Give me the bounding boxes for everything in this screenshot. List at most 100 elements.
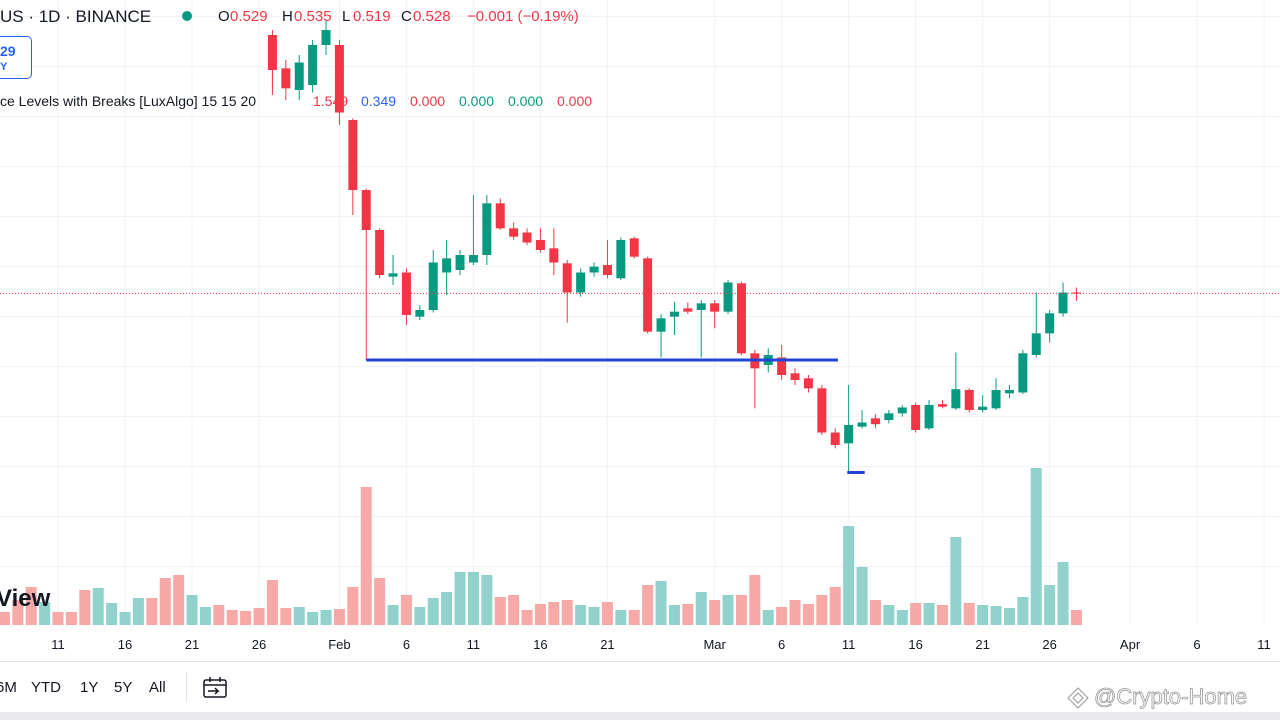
candle-body [1031, 333, 1041, 355]
candle-body [723, 282, 733, 312]
volume-bar [963, 603, 975, 625]
volume-bar [856, 567, 868, 625]
candle-body [643, 258, 653, 332]
c-value: 0.528 [413, 8, 451, 25]
volume-bar [387, 605, 399, 625]
volume-bar [347, 587, 359, 625]
x-tick-label: 16 [533, 637, 547, 652]
candle-body [401, 272, 411, 315]
volume-bar [467, 572, 479, 625]
date-range-icon[interactable] [201, 675, 229, 701]
volume-bar [65, 612, 77, 625]
indicator-value: 0.000 [557, 93, 593, 109]
candle-body [803, 378, 813, 389]
indicator-value: 0.000 [459, 93, 495, 109]
volume-bar [307, 612, 319, 625]
volume-bar [548, 602, 560, 625]
candle-body [710, 303, 720, 312]
candle-body [629, 238, 639, 257]
candle-body [696, 303, 706, 310]
candle-body [1004, 390, 1014, 394]
candle-body [1018, 353, 1028, 393]
candle-body [1071, 292, 1081, 294]
volume-bar [1057, 562, 1069, 625]
volume-bar [441, 592, 453, 625]
range-button[interactable]: All [149, 679, 166, 696]
o-value: 0.529 [230, 8, 268, 25]
symbol: US · 1D · BINANCE [0, 7, 152, 26]
candle-body [897, 407, 907, 414]
indicator-value: 1.549 [313, 93, 349, 109]
toolbar-separator [186, 672, 187, 702]
logo: View [0, 585, 51, 612]
volume-bar [400, 595, 412, 625]
candle-body [589, 266, 599, 273]
h-value: 0.535 [294, 8, 332, 25]
candle-body [790, 373, 800, 380]
volume-bar [521, 610, 533, 625]
volume-bar [762, 610, 774, 625]
volume-bar [106, 603, 118, 625]
volume-bar [749, 575, 761, 625]
candle-body [321, 30, 331, 45]
volume-bar [320, 610, 332, 625]
badge[interactable]: 29 Y [0, 36, 32, 79]
volume-bar [789, 600, 801, 625]
volume-bar [642, 585, 654, 625]
x-tick-label: 11 [842, 637, 856, 652]
volume-bar [843, 526, 855, 625]
candle-body [884, 413, 894, 420]
candle-body [924, 405, 934, 429]
volume-bar [735, 595, 747, 625]
candle-body [870, 418, 880, 425]
x-tick-label: 16 [908, 637, 922, 652]
volume-bar [494, 597, 506, 625]
candle-body [616, 240, 626, 279]
candle-body [951, 389, 961, 409]
volume-bar [1044, 585, 1056, 625]
range-button[interactable]: 5Y [114, 679, 133, 696]
volume-bar [655, 581, 667, 625]
indicator-name: ce Levels with Breaks [LuxAlgo] 15 15 20 [0, 93, 257, 109]
candle-body [857, 422, 867, 427]
candle-body [375, 230, 385, 275]
range-button[interactable]: YTD [31, 679, 61, 696]
volume-bar [682, 604, 694, 625]
candle-body [388, 273, 398, 277]
candle-body [535, 240, 545, 250]
volume-bar [668, 605, 680, 625]
volume-bar [360, 487, 372, 625]
watermark-icon [1067, 687, 1089, 709]
range-button[interactable]: 1Y [80, 679, 99, 696]
volume-bar [240, 611, 252, 625]
candle-body [602, 265, 612, 275]
volume-bar [1070, 610, 1082, 625]
candle-body [294, 62, 304, 90]
candle-body [777, 357, 787, 375]
x-tick-label: 11 [1257, 637, 1271, 652]
candle-body [455, 255, 465, 270]
candle-body [361, 190, 371, 230]
candle-body [334, 45, 344, 113]
candle-body [817, 388, 827, 433]
volume-bar [119, 612, 131, 625]
volume-bar [159, 578, 171, 625]
volume-bar [709, 600, 721, 625]
volume-bar [923, 603, 935, 625]
volume-bar [896, 610, 908, 625]
candle-body [509, 228, 519, 237]
volume-bar [280, 608, 292, 625]
candle-body [415, 310, 425, 317]
candle-body [442, 258, 452, 273]
volume-bar [79, 590, 91, 625]
candle-body [830, 432, 840, 445]
x-tick-label: Feb [328, 637, 350, 652]
volume-bar [374, 578, 386, 625]
volume-bar [816, 595, 828, 625]
x-tick-label: 21 [185, 637, 199, 652]
range-button[interactable]: 6M [0, 679, 17, 696]
volume-bar [25, 587, 37, 625]
x-tick-label: Mar [703, 637, 726, 652]
volume-bar [910, 603, 922, 625]
